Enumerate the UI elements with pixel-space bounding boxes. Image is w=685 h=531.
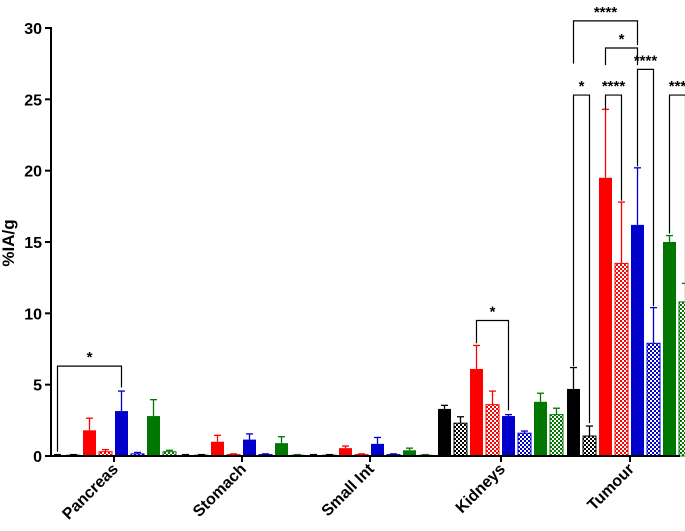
x-tick-label-small-int: Small Int [319,460,379,520]
bar-tumour-series-4 [614,262,629,457]
significance-bracket: * [572,78,591,424]
significance-bracket: *** [669,78,685,282]
significance-bracket-line [56,365,123,452]
bar-tumour-series-5 [631,224,644,456]
error-bar [358,453,365,455]
significance-label: *** [669,78,685,95]
error-bar [150,398,157,417]
y-tick-label: 30 [24,21,42,38]
bar-stomach-series-3 [211,441,224,456]
error-bar [374,436,381,444]
bar-kidneys-series-2 [453,422,468,457]
bar-pancreas-series-5 [115,411,128,456]
significance-bracket-line [604,94,623,201]
error-bar [441,404,448,409]
y-tick-label: 10 [24,306,42,323]
error-bar [650,306,657,344]
significance-bracket: **** [602,78,626,201]
significance-bracket-line [604,47,639,66]
error-bar [473,344,480,369]
x-tick-label-kidneys: Kidneys [453,461,509,517]
x-tick-label-tumour: Tumour [585,461,638,514]
error-bar [553,407,560,415]
error-bar [230,453,237,455]
error-bar [102,448,109,452]
y-tick-label: 15 [24,235,42,252]
bar-small-int-series-5 [371,443,384,456]
error-bar [246,433,253,440]
error-bar [86,417,93,431]
x-tick-label-stomach: Stomach [190,461,250,521]
significance-layer: *** **************** [56,4,685,452]
error-bars-layer [54,108,685,456]
significance-label: * [619,31,625,48]
significance-bracket: **** [572,4,639,64]
significance-bracket-line [636,68,655,307]
bars-layer [51,177,685,457]
significance-label: **** [634,52,658,69]
error-bar [390,453,397,455]
error-bar [602,108,609,178]
bar-small-int-series-7 [403,450,416,456]
significance-label: * [490,303,496,320]
bar-tumour-series-2 [582,435,597,457]
y-tick-label: 0 [33,449,42,466]
bar-kidneys-series-8 [549,414,564,457]
bar-pancreas-series-3 [83,430,96,456]
y-tick-label: 5 [33,378,42,395]
error-bar [666,234,673,242]
significance-label: **** [594,4,618,21]
error-bar [537,392,544,402]
error-bar [505,413,512,417]
bar-kidneys-series-5 [502,416,515,456]
error-bar [682,282,685,302]
y-tick-label: 20 [24,164,42,181]
significance-label: **** [602,78,626,95]
bar-tumour-series-8 [678,301,685,457]
error-bar [634,167,641,225]
error-bar [166,449,173,452]
bar-tumour-series-6 [646,342,661,457]
significance-label: * [579,78,585,95]
error-bar [134,451,141,454]
error-bar [489,390,496,405]
bar-kidneys-series-6 [517,432,532,457]
significance-bracket: * [475,303,510,411]
significance-bracket: **** [634,52,658,307]
bar-tumour-series-3 [599,177,612,457]
y-axis-label: %IA/g [0,219,18,266]
significance-bracket: * [604,31,639,66]
bar-stomach-series-7 [275,443,288,456]
significance-bracket-line [572,20,639,64]
bar-small-int-series-3 [339,448,352,456]
error-bar [521,430,528,434]
error-bar [406,447,413,451]
y-tick-label: 25 [24,92,42,109]
error-bar [457,416,464,424]
significance-bracket: * [56,349,123,452]
bar-tumour-series-1 [567,388,580,456]
bar-kidneys-series-4 [485,404,500,457]
bar-kidneys-series-7 [534,401,547,456]
error-bar [570,366,577,389]
error-bar [278,436,285,444]
error-bar [586,425,593,437]
significance-bracket-line [572,94,591,424]
bar-kidneys-series-3 [470,368,483,456]
significance-bracket-line [668,94,685,282]
bar-kidneys-series-1 [438,408,451,456]
bar-stomach-series-5 [243,439,256,456]
error-bar [118,390,125,412]
error-bar [342,445,349,449]
bar-tumour-series-7 [663,242,676,456]
significance-bracket-line [475,319,510,411]
error-bar [618,201,625,264]
error-bar [262,453,269,455]
error-bar [214,434,221,442]
significance-label: * [87,349,93,366]
bar-pancreas-series-7 [147,416,160,456]
x-tick-label-pancreas: Pancreas [59,461,121,523]
